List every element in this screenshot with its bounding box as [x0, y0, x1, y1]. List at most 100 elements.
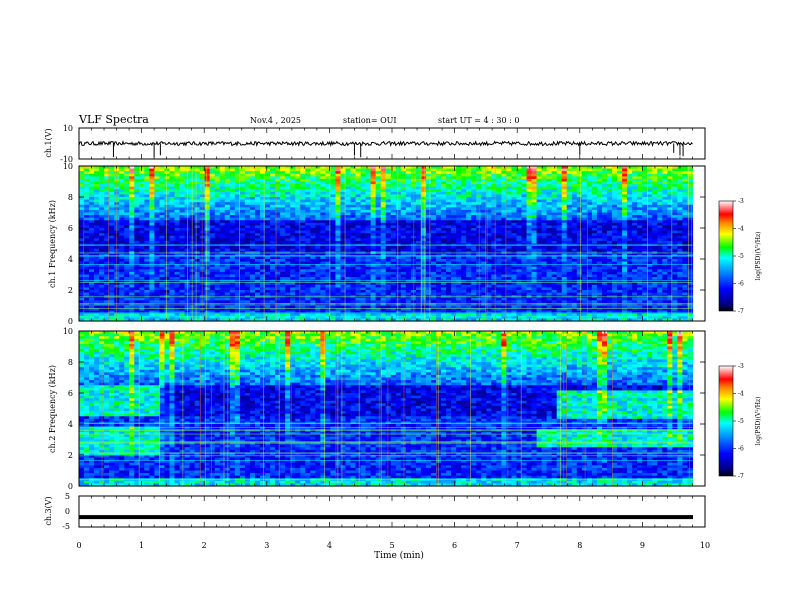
spec1-cell — [219, 315, 226, 320]
spec1-cell — [300, 215, 306, 219]
spec1-cell — [204, 204, 211, 208]
spec1-cell — [139, 274, 145, 278]
spec1-cell — [310, 318, 316, 322]
spec1-cell — [255, 197, 261, 201]
spec1-cell — [214, 217, 221, 221]
ch1-waveform-line — [78, 140, 693, 148]
spec1-cell — [395, 256, 402, 260]
spec1-cell — [310, 209, 316, 214]
spec1-cell — [204, 228, 211, 232]
spec1-cell — [199, 230, 206, 234]
spec1-cell — [159, 284, 166, 289]
spec1-cell — [239, 246, 246, 250]
spec1-cell — [84, 225, 90, 229]
spec1-cell — [375, 168, 382, 172]
spec1-cell — [385, 300, 392, 304]
spec1-cell — [260, 186, 266, 190]
spec1-cell — [340, 222, 347, 227]
spec1-cell — [310, 207, 316, 211]
spec1-cell — [89, 256, 95, 260]
spec1-cell — [154, 279, 161, 283]
spec1-cell — [295, 300, 301, 304]
spec1-cell — [330, 215, 337, 219]
spec1-cell — [275, 313, 281, 317]
spec1-cell — [305, 230, 311, 234]
spec1-cell — [164, 233, 171, 237]
spec1-cell — [104, 305, 110, 309]
spec1-cell — [380, 228, 387, 232]
spec1-cell — [219, 240, 226, 245]
spec1-cell — [395, 217, 402, 221]
spec1-cell — [199, 248, 206, 252]
spec1-cell — [199, 297, 206, 301]
spec1-cell — [239, 292, 246, 296]
spec1-cell — [239, 215, 246, 219]
spec1-cell — [219, 228, 226, 232]
spec1-cell — [214, 222, 221, 227]
spec1-cell — [360, 313, 367, 317]
spec1-cell — [280, 290, 286, 294]
spec1-cell — [169, 178, 176, 183]
spec1-cell — [174, 300, 181, 304]
spec1-cell — [390, 277, 397, 281]
spec1-cell — [224, 233, 231, 237]
spec1-cell — [134, 220, 140, 224]
spec1-cell — [330, 191, 337, 196]
spec1-cell — [164, 282, 171, 286]
spec1-cell — [174, 240, 181, 245]
spec1-cell — [194, 282, 201, 286]
spec1-cell — [129, 238, 135, 242]
spec1-cell — [169, 204, 176, 208]
spec1-cell — [109, 274, 115, 278]
spec1-cell — [219, 235, 226, 239]
spec1-cell — [285, 240, 291, 245]
spec1-cell — [229, 279, 236, 283]
spec1-cell — [169, 168, 176, 172]
spec1-cell — [285, 259, 291, 263]
spec1-cell — [330, 269, 337, 273]
spec1-cell — [315, 202, 321, 206]
spec1-cell — [375, 302, 382, 307]
spec1-cell — [144, 220, 150, 224]
spec1-cell — [104, 246, 110, 250]
spec1-cell — [149, 287, 156, 291]
spec1-cell — [169, 279, 176, 283]
spec1-cell — [139, 176, 145, 180]
spec1-cell — [275, 233, 281, 237]
spec1-cell — [270, 290, 276, 294]
spec1-cell — [214, 178, 221, 183]
spec1-cell — [390, 269, 397, 273]
spec1-cell — [255, 308, 261, 312]
spec1-cell — [300, 246, 306, 250]
spec1-cell — [234, 184, 241, 188]
spec1-cell — [315, 246, 321, 250]
spec1-cell — [395, 313, 402, 317]
spec1-cell — [305, 171, 311, 175]
spec1-cell — [144, 217, 150, 221]
spec1-cell — [169, 313, 176, 317]
spec1-cell — [365, 246, 372, 250]
spec1-cell — [144, 292, 150, 296]
spec1-cell — [174, 279, 181, 283]
spec1-cell — [365, 212, 372, 216]
spec1-cell — [249, 202, 256, 206]
spec1-cell — [355, 207, 362, 211]
spec1-cell — [320, 197, 326, 201]
spec1-cell — [244, 212, 251, 216]
spec1-cell — [355, 209, 362, 214]
spec1-cell — [345, 269, 352, 273]
spec1-cell — [360, 305, 367, 309]
spec1-cell — [84, 279, 90, 283]
spec1-cell — [280, 217, 286, 221]
spec1-cell — [325, 238, 332, 242]
spec1-cell — [275, 238, 281, 242]
spec1-cell — [79, 209, 85, 214]
spec1-cell — [129, 282, 135, 286]
spec1-cell — [194, 168, 201, 172]
spec1-cell — [255, 292, 261, 296]
spec1-cell — [129, 233, 135, 237]
spec1-cell — [89, 215, 95, 219]
spec1-cell — [285, 202, 291, 206]
spec1-cell — [355, 297, 362, 301]
spec1-cell — [365, 269, 372, 273]
